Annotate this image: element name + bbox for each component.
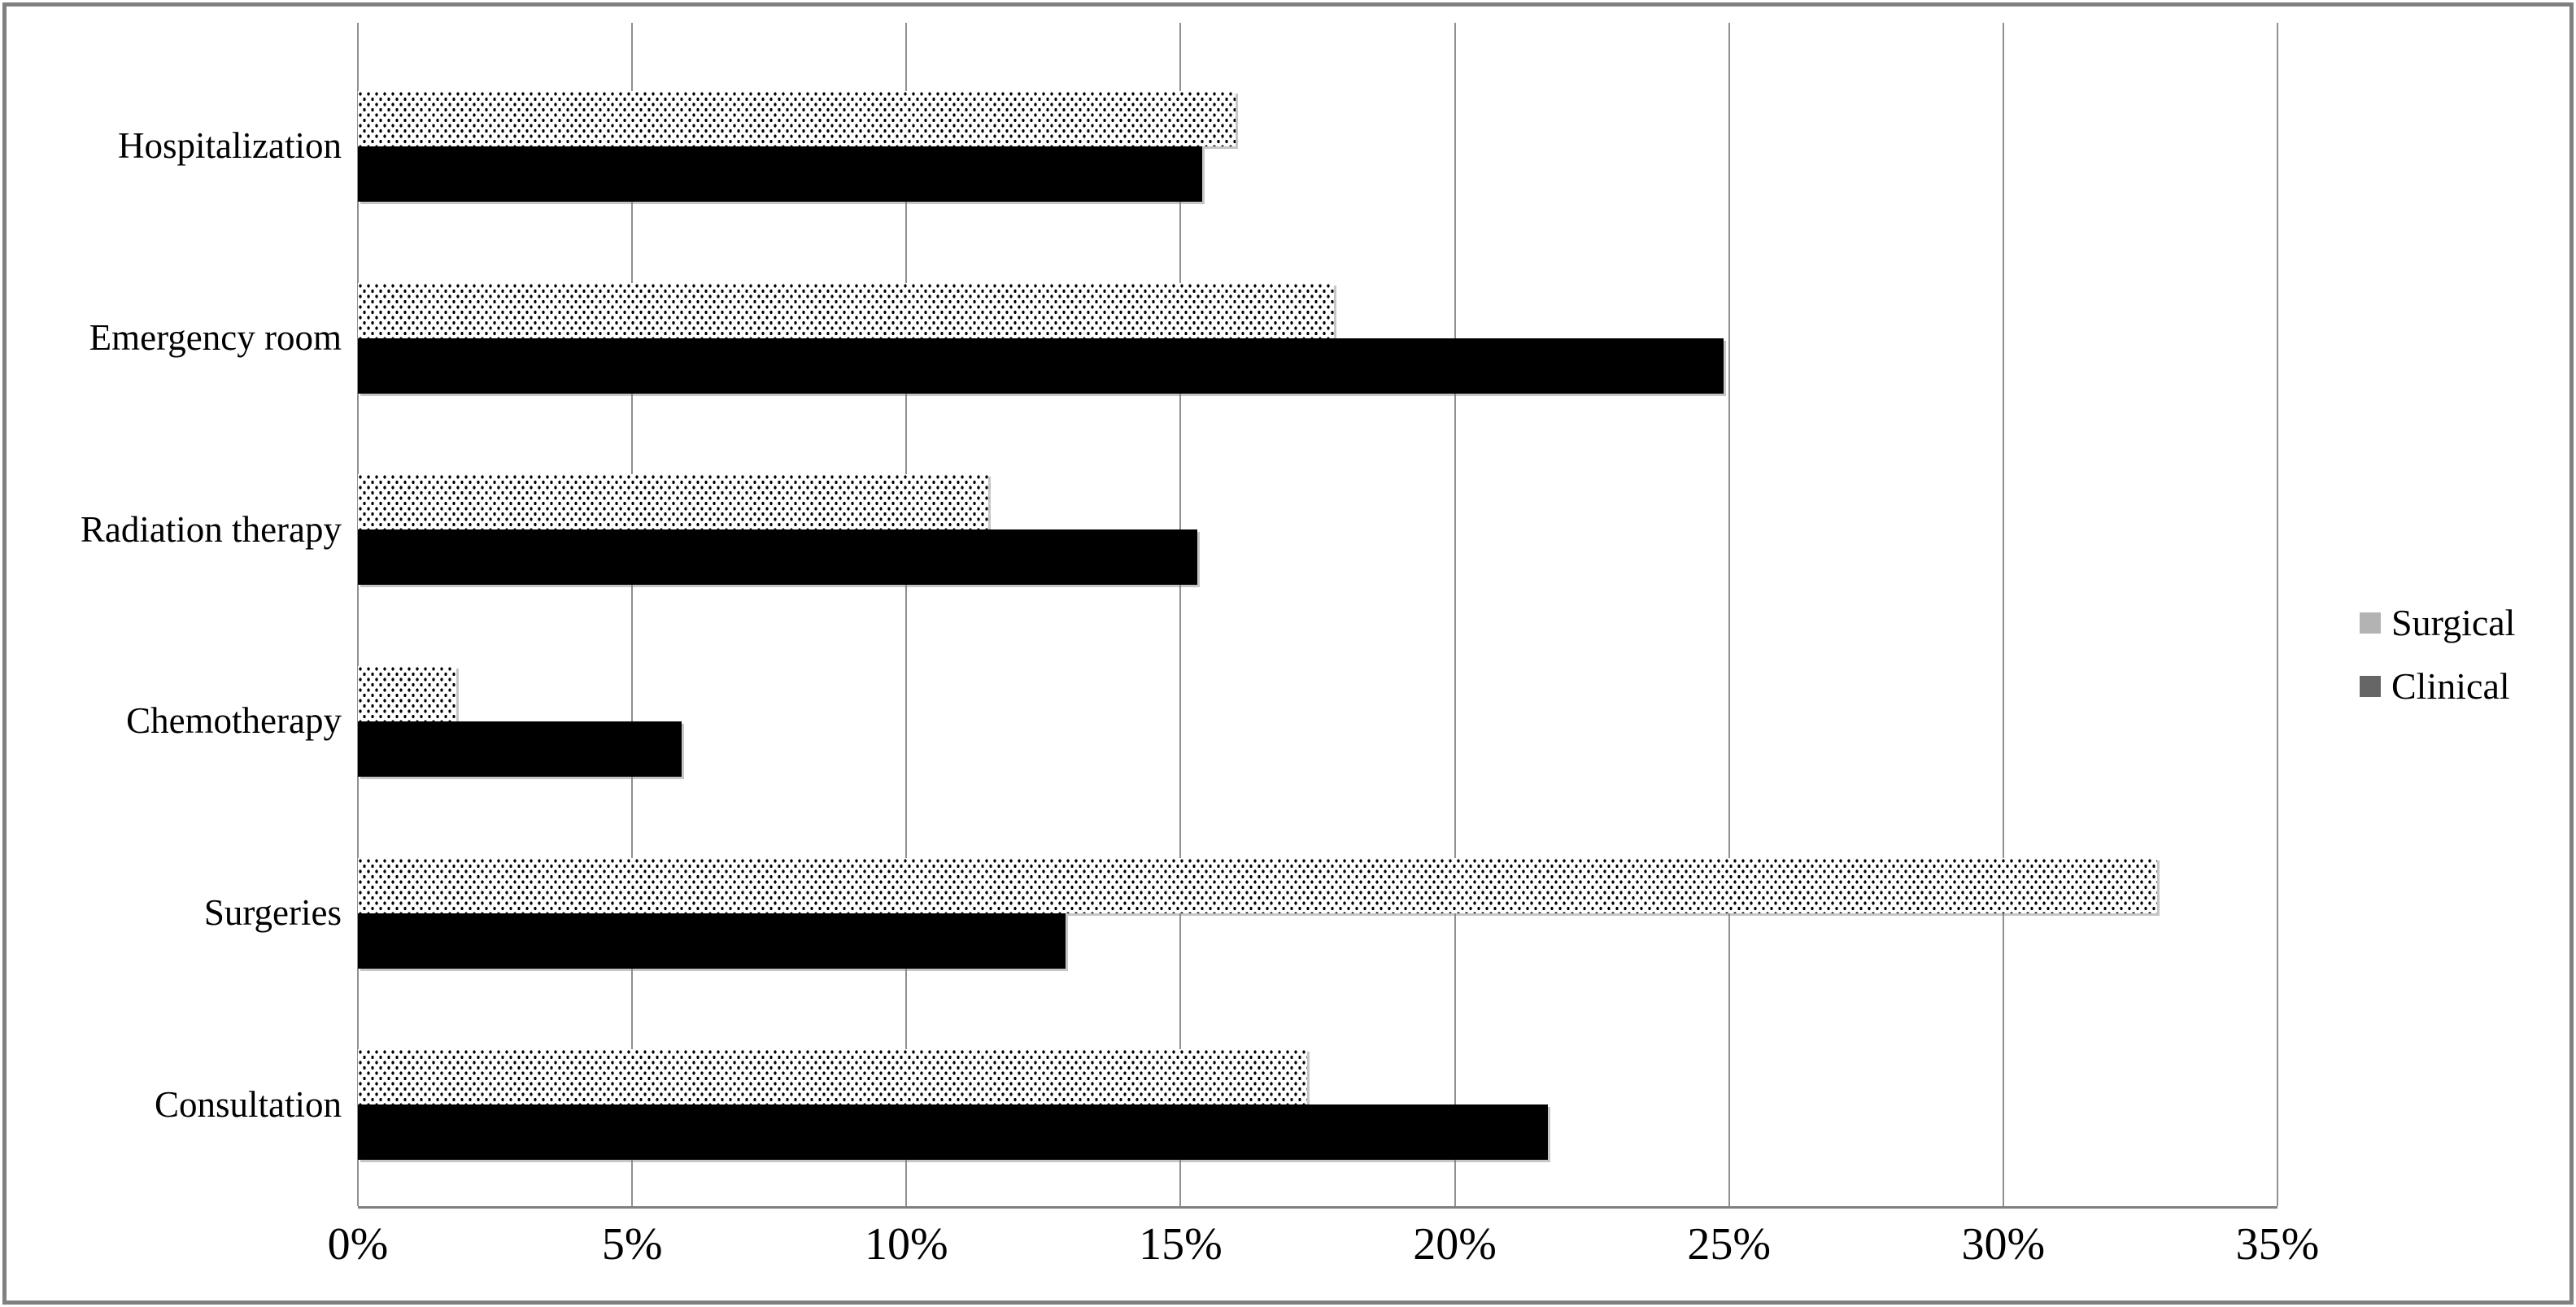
legend-label-surgical: Surgical [2391, 602, 2516, 643]
gridline-20 [1454, 23, 1456, 1206]
bar-clinical-hospitalization [358, 146, 1203, 202]
gridline-30 [2002, 23, 2004, 1206]
bar-surgical-radiation-therapy [358, 474, 989, 530]
bar-clinical-surgeries [358, 913, 1066, 969]
bar-group-chemotherapy [358, 625, 2277, 817]
x-tick-label: 0% [327, 1219, 389, 1270]
x-tick-label: 30% [1961, 1219, 2046, 1270]
legend-item-surgical: Surgical [2360, 602, 2515, 644]
gridline-10 [905, 23, 908, 1206]
x-tick-label: 15% [1139, 1219, 1223, 1270]
bar-surgical-chemotherapy [358, 665, 457, 721]
plot-area [357, 23, 2278, 1209]
bar-surgical-surgeries [358, 857, 2157, 913]
bar-surgical-emergency-room [358, 282, 1335, 338]
category-label-surgeries: Surgeries [203, 892, 342, 934]
x-tick-label: 20% [1413, 1219, 1497, 1270]
legend-marker-clinical [2360, 676, 2381, 697]
bar-clinical-chemotherapy [358, 721, 682, 777]
bar-rows-container [358, 50, 2277, 1200]
gridline-15 [1179, 23, 1182, 1206]
category-label-hospitalization: Hospitalization [118, 125, 342, 167]
category-label-consultation: Consultation [154, 1083, 342, 1125]
bar-group-hospitalization [358, 50, 2277, 242]
bar-group-emergency-room [358, 242, 2277, 434]
gridline-5 [631, 23, 634, 1206]
bar-group-radiation-therapy [358, 433, 2277, 625]
category-axis-labels: Hospitalization Emergency room Radiation t… [0, 50, 342, 1200]
legend-marker-surgical [2360, 612, 2381, 634]
gridline-25 [1728, 23, 1730, 1206]
bar-group-consultation [358, 1009, 2277, 1200]
category-label-chemotherapy: Chemotherapy [126, 700, 342, 742]
x-tick-label: 10% [864, 1219, 948, 1270]
bar-clinical-radiation-therapy [358, 529, 1197, 586]
bar-surgical-hospitalization [358, 90, 1236, 146]
gridline-35 [2277, 23, 2278, 1206]
bar-surgical-consultation [358, 1049, 1307, 1105]
x-tick-label: 35% [2235, 1219, 2320, 1270]
bar-group-surgeries [358, 817, 2277, 1009]
x-tick-label: 5% [601, 1219, 663, 1270]
bar-clinical-emergency-room [358, 338, 1724, 394]
legend-label-clinical: Clinical [2391, 665, 2510, 707]
bar-clinical-consultation [358, 1104, 1549, 1161]
x-axis-tick-labels: 0% 5% 10% 15% 20% 25% 30% 35% [328, 1219, 2320, 1295]
category-label-emergency-room: Emergency room [89, 317, 342, 359]
x-tick-label: 25% [1687, 1219, 1772, 1270]
legend: Surgical Clinical [2360, 602, 2515, 708]
category-label-radiation-therapy: Radiation therapy [80, 508, 342, 550]
legend-item-clinical: Clinical [2360, 665, 2515, 708]
gridline-0 [357, 23, 359, 1206]
